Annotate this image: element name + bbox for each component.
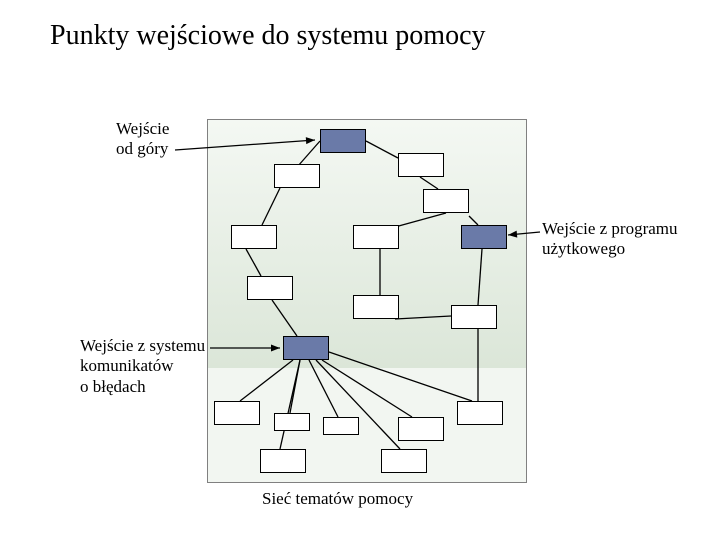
label-l3: Wejście z systemukomunikatówo błędach: [80, 336, 205, 397]
node-n17: [260, 449, 306, 473]
node-n16: [457, 401, 503, 425]
panel-lower-area: [208, 368, 526, 482]
node-n13: [274, 413, 310, 431]
label-l1: Wejścieod góry: [116, 119, 169, 160]
node-n18: [381, 449, 427, 473]
node-n4: [423, 189, 469, 213]
node-n10: [451, 305, 497, 329]
node-n12: [214, 401, 260, 425]
node-n7: [461, 225, 507, 249]
page-title: Punkty wejściowe do systemu pomocy: [50, 20, 486, 52]
node-n15: [398, 417, 444, 441]
node-n8: [247, 276, 293, 300]
caption: Sieć tematów pomocy: [262, 489, 413, 509]
node-n2: [398, 153, 444, 177]
node-n11: [283, 336, 329, 360]
node-n6: [353, 225, 399, 249]
node-n9: [353, 295, 399, 319]
node-n1: [320, 129, 366, 153]
label-l2: Wejście z programuużytkowego: [542, 219, 678, 260]
node-n3: [274, 164, 320, 188]
node-n5: [231, 225, 277, 249]
node-n14: [323, 417, 359, 435]
